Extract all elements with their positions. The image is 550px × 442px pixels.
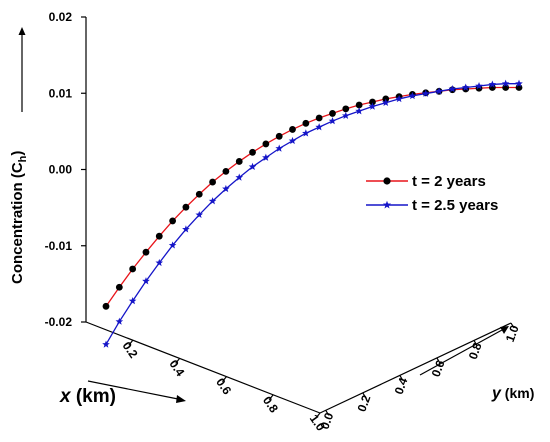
x-tick-mark [221, 376, 227, 382]
data-point [342, 105, 350, 113]
y-tick-label: 0.6 [429, 358, 448, 379]
z-tick-label: 0.01 [49, 86, 73, 100]
data-point [155, 232, 163, 240]
data-point [369, 98, 376, 106]
data-point [421, 89, 430, 97]
data-point [289, 126, 296, 133]
data-point [501, 79, 510, 87]
series-line [105, 83, 519, 345]
axes [85, 17, 512, 414]
x-axis-arrowhead [176, 395, 186, 403]
data-point [195, 210, 204, 219]
data-point [329, 110, 336, 117]
data-point [475, 81, 483, 90]
y-tick-mark [399, 375, 404, 381]
data-point [102, 302, 110, 310]
data-point [435, 87, 443, 95]
y-axis-arrowhead [500, 326, 509, 334]
data-point [515, 79, 523, 87]
z-axis-arrowhead [18, 27, 26, 35]
data-point [461, 83, 470, 91]
legend-label: t = 2.5 years [412, 197, 498, 214]
data-point [195, 190, 203, 198]
y-tick-label: 0.0 [318, 410, 337, 431]
x-tick-mark [175, 358, 181, 364]
y-tick-label: 0.8 [466, 341, 485, 362]
z-tick-label: 0.00 [49, 163, 73, 177]
data-point [115, 317, 124, 325]
data-point [275, 132, 283, 140]
y-axis-label: y (km) [491, 385, 534, 402]
x-axis-line [85, 321, 321, 414]
data-point [448, 85, 457, 93]
legend-marker [382, 200, 392, 209]
data-point [235, 173, 244, 181]
data-point [262, 140, 270, 148]
x-tick-mark [128, 339, 134, 346]
data-point [182, 203, 190, 211]
y-tick-label: 1.0 [503, 323, 522, 344]
data-point [155, 258, 164, 267]
data-point [262, 153, 270, 161]
data-point [249, 148, 256, 156]
z-tick-label: -0.01 [45, 239, 73, 253]
x-axis-label: x (km) [59, 386, 116, 407]
y-tick-mark [325, 409, 330, 416]
x-tick-mark [315, 412, 321, 419]
y-tick-label: 0.4 [392, 375, 411, 396]
data-point [275, 144, 284, 152]
data-point [368, 102, 377, 110]
data-point [341, 111, 350, 119]
data-point [288, 136, 297, 145]
data-point [209, 178, 216, 186]
data-point [315, 114, 323, 122]
data-point [169, 217, 177, 225]
data-point [328, 117, 337, 125]
y-ticks: 0.0 0.2 0.4 0.6 0.8 1.0 [318, 322, 522, 431]
data-point [315, 123, 323, 131]
z-tick-label: -0.02 [45, 315, 73, 329]
data-point [208, 197, 217, 205]
x-axis-arrow [87, 380, 179, 400]
data-point [142, 277, 150, 285]
data-point [128, 296, 137, 305]
data-point [222, 184, 230, 193]
data-point [222, 167, 230, 175]
data-point [381, 98, 390, 106]
data-point [182, 225, 190, 233]
series-2 [102, 79, 523, 348]
data-point [302, 129, 310, 137]
y-axis-line [319, 322, 512, 414]
data-point [129, 265, 137, 273]
data-point [115, 283, 123, 291]
data-point [248, 162, 257, 171]
x-tick-mark [268, 394, 274, 401]
legend-label: t = 2 years [412, 173, 486, 190]
data-point [355, 101, 363, 109]
legend-marker [383, 177, 391, 185]
y-tick-mark [436, 357, 441, 364]
data-point [142, 248, 150, 256]
data-point [235, 158, 243, 165]
data-point [302, 119, 310, 127]
series-group [102, 79, 523, 348]
z-axis-label: Concentration (Ch) [9, 151, 29, 284]
y-tick-label: 0.2 [355, 393, 374, 414]
data-point [408, 91, 417, 100]
data-point [488, 80, 497, 88]
data-point [102, 340, 110, 348]
y-axis-arrow [419, 329, 503, 376]
x-ticks: 0.20.40.60.81.0 [120, 339, 328, 434]
legend: t = 2 years t = 2.5 years [366, 173, 498, 214]
y-tick-mark [510, 322, 515, 329]
y-tick-mark [362, 392, 367, 399]
data-point [168, 241, 177, 249]
data-point [395, 94, 403, 103]
data-point [355, 107, 363, 115]
z-ticks: 0.02 0.01 0.00 -0.01 -0.02 [45, 10, 86, 329]
z-tick-label: 0.02 [49, 10, 73, 24]
